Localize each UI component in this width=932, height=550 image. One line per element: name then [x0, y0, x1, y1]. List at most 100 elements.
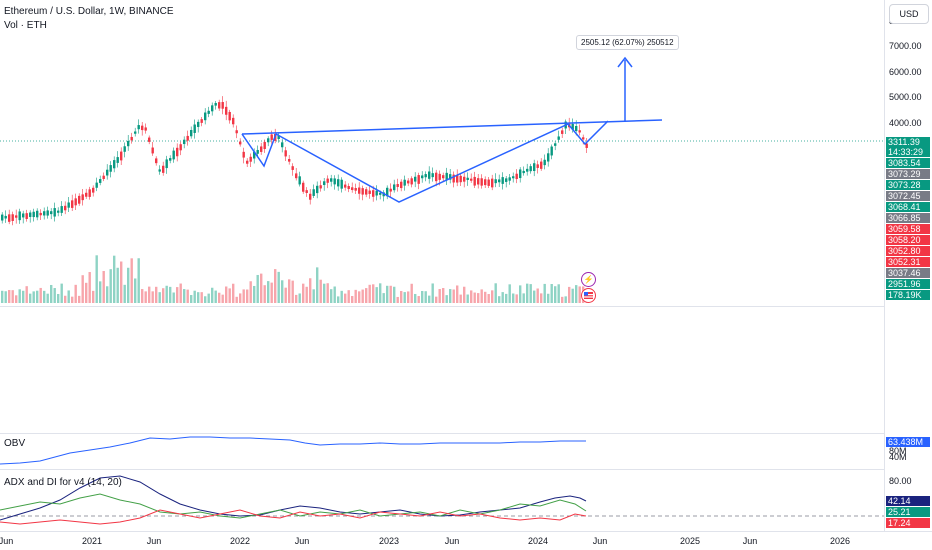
volume-bar: [557, 284, 560, 303]
pane-divider[interactable]: [0, 469, 932, 470]
volume-bar: [344, 293, 347, 303]
volume-bar: [470, 290, 473, 303]
candle: [176, 147, 179, 157]
obv-pane[interactable]: OBV: [0, 433, 884, 469]
volume-bar: [354, 289, 357, 303]
candle: [491, 178, 494, 188]
time-axis[interactable]: Jun 2021 Jun 2022 Jun 2023 Jun 2024 Jun 2025 Jun 20…: [0, 532, 884, 550]
volume-bar: [466, 294, 469, 303]
volume-bar: [494, 283, 497, 303]
volume-bar: [473, 292, 476, 303]
volume-bar: [291, 280, 294, 303]
volume-bar: [393, 286, 396, 303]
price-chart-pane[interactable]: Ethereum / U.S. Dollar, 1W, BINANCE Vol …: [0, 0, 884, 306]
volume-bar: [50, 284, 53, 303]
time-label: Jun: [742, 536, 758, 546]
candle: [298, 176, 301, 185]
adx-line: [0, 475, 587, 521]
candle: [92, 187, 95, 193]
volume-bar: [137, 258, 140, 303]
volume-bar: [169, 286, 172, 303]
candle: [193, 124, 196, 133]
price-tick: 7000.00: [889, 41, 922, 51]
volume-bar: [477, 293, 480, 303]
volume-bar: [57, 293, 60, 303]
candle: [515, 173, 518, 180]
candle: [253, 151, 256, 159]
price-badge: 3073.29: [886, 169, 930, 179]
volume-bar: [508, 284, 511, 303]
volume-label[interactable]: Vol · ETH: [4, 20, 47, 31]
candle: [372, 190, 375, 197]
candle: [32, 211, 35, 218]
candle: [389, 188, 392, 192]
volume-bar: [337, 296, 340, 303]
volume-bar: [529, 284, 532, 303]
candle: [249, 156, 252, 162]
pane-divider[interactable]: [0, 433, 932, 434]
volume-bar: [396, 296, 399, 303]
volume-bar: [134, 278, 137, 303]
volume-bar: [183, 289, 186, 303]
volume-bar: [74, 284, 77, 303]
volume-bar: [204, 296, 207, 303]
volume-bar: [323, 283, 326, 303]
candle: [295, 173, 298, 179]
volume-bar: [505, 293, 508, 303]
price-badge: 178.19K: [886, 290, 930, 300]
candle: [109, 165, 112, 172]
time-label: 2025: [679, 536, 701, 546]
adx-pane[interactable]: ADX and DI for v4 (14, 20): [0, 470, 884, 531]
volume-bar: [417, 296, 420, 303]
volume-bar: [480, 289, 483, 303]
candle: [522, 170, 525, 174]
candle: [424, 174, 427, 178]
candle: [319, 185, 322, 189]
volume-bar: [176, 287, 179, 303]
time-label: Jun: [294, 536, 310, 546]
volume-bar: [179, 283, 182, 303]
head-drawing: [275, 123, 569, 203]
volume-bar: [578, 286, 581, 303]
symbol-title[interactable]: Ethereum / U.S. Dollar, 1W, BINANCE: [4, 6, 174, 17]
lightning-icon[interactable]: ⚡: [581, 272, 596, 287]
currency-button[interactable]: USD: [889, 4, 929, 24]
candle: [130, 136, 133, 141]
candle: [120, 151, 123, 161]
volume-bar: [130, 258, 133, 303]
candle: [351, 187, 354, 191]
candle: [330, 178, 333, 182]
price-chart[interactable]: [0, 0, 884, 306]
candle: [305, 190, 308, 193]
candle: [204, 112, 207, 121]
volume-bar: [162, 288, 165, 303]
volume-bar: [85, 282, 88, 303]
candle: [260, 146, 263, 152]
candle: [1, 214, 4, 221]
volume-bar: [512, 293, 515, 303]
flag-icon[interactable]: [581, 288, 596, 303]
volume-bar: [333, 286, 336, 303]
volume-bar: [141, 289, 144, 303]
volume-bar: [60, 283, 63, 303]
volume-bar: [253, 285, 256, 303]
volume-bar: [382, 293, 385, 303]
candle: [221, 102, 224, 109]
volume-bar: [456, 285, 459, 303]
volume-bar: [375, 287, 378, 303]
volume-bar: [515, 294, 518, 303]
candle: [186, 135, 189, 141]
price-badge: 14:33:29: [886, 147, 930, 157]
volume-bar: [340, 290, 343, 303]
pane-divider[interactable]: [0, 306, 932, 307]
neckline-drawing[interactable]: [241, 119, 663, 135]
candle: [452, 174, 455, 183]
measure-annotation[interactable]: 2505.12 (62.07%) 250512: [576, 35, 679, 50]
volume-bar: [214, 290, 217, 303]
volume-bar: [36, 290, 39, 303]
adx-title[interactable]: ADX and DI for v4 (14, 20): [4, 477, 122, 488]
volume-bar: [256, 274, 259, 303]
candle: [64, 205, 67, 211]
obv-title[interactable]: OBV: [4, 438, 26, 449]
